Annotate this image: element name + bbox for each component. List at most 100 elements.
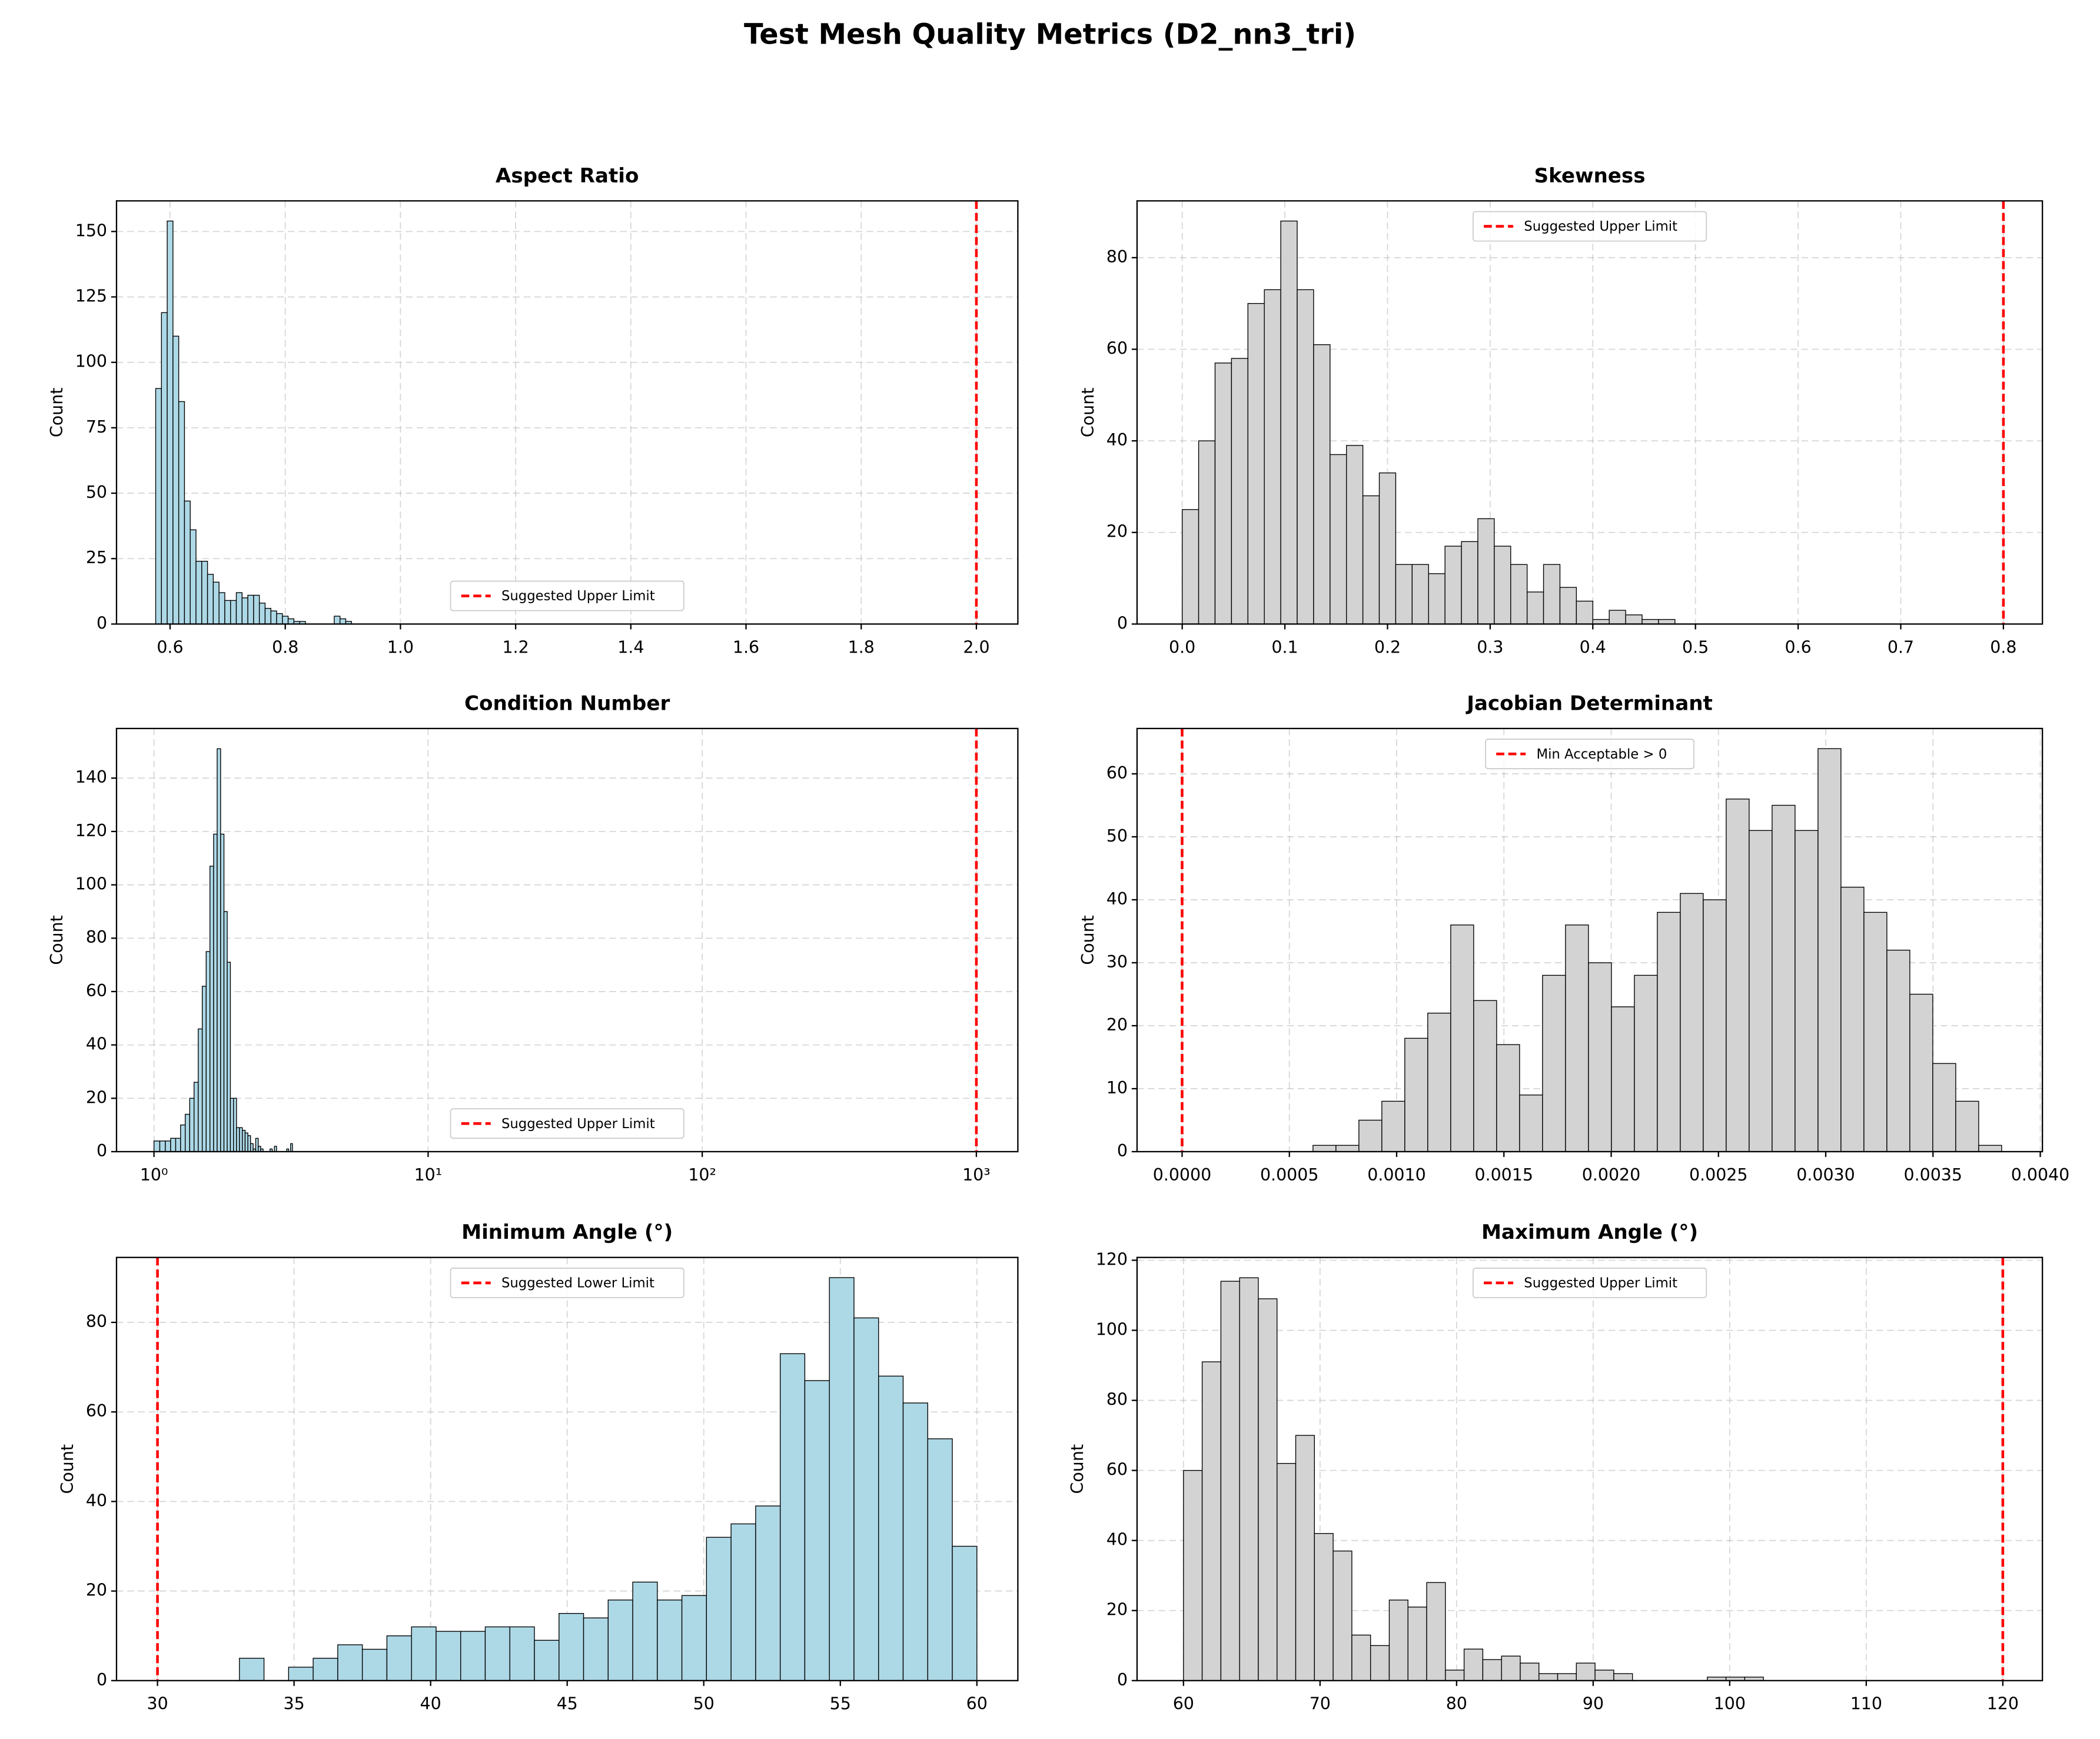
y-tick-label: 80 [1107,1390,1128,1409]
bar [155,388,162,625]
bar [1333,1550,1353,1681]
x-tick-label: 60 [966,1694,988,1714]
y-tick-label: 10 [1107,1078,1128,1098]
bar [1494,546,1511,625]
x-tick-label: 1.2 [502,637,529,657]
y-axis-label: Count [1078,388,1098,437]
bar [509,1626,535,1681]
bar [706,1537,732,1681]
y-tick-label: 50 [86,483,107,502]
bar [1482,1659,1502,1681]
bar [1978,1145,2002,1152]
y-tick-label: 30 [1107,952,1128,972]
y-tick-label: 140 [75,767,107,787]
bar [264,608,271,625]
bar [1312,1145,1337,1152]
bar [224,600,231,625]
x-tick-label: 30 [147,1694,168,1714]
x-tick-label: 10³ [962,1165,991,1185]
bar [1277,1463,1297,1681]
x-tick-label: 0.0015 [1474,1165,1533,1185]
y-tick-label: 100 [75,352,107,371]
bar [386,1635,412,1681]
bar [185,1113,191,1152]
x-tick-label: 0.1 [1271,637,1298,657]
bar [233,1098,237,1152]
x-tick-label: 0.0020 [1582,1165,1641,1185]
bar [180,1124,186,1152]
subplot-title: Skewness [1534,164,1645,188]
bar [288,1667,314,1681]
bar [361,1648,388,1681]
legend-box [450,580,685,611]
bar [1351,1634,1371,1681]
y-tick-label: 40 [86,1035,107,1054]
bar [681,1595,707,1681]
bar [460,1631,486,1681]
bar [205,951,211,1152]
bar [1477,518,1495,625]
bar [218,592,225,625]
x-tick-label: 0.8 [1990,637,2016,657]
bar [195,560,202,625]
x-tick-label: 0.6 [157,637,183,657]
bar [1378,472,1397,625]
bar [952,1545,978,1681]
x-tick-label: 10² [688,1165,716,1185]
bar [1247,302,1265,625]
bar [201,560,208,625]
bar [1703,899,1727,1152]
bar [1427,1012,1451,1152]
x-tick-label: 10¹ [414,1165,443,1185]
axes-frame [1136,200,2043,625]
bar [1519,1094,1543,1152]
y-axis-label: Count [47,388,67,437]
y-tick-label: 20 [1107,1015,1128,1035]
bar [175,1138,181,1152]
bar [313,1658,338,1681]
bar [1461,541,1478,625]
bar [1772,804,1796,1152]
bar [1526,591,1544,625]
bar [804,1380,830,1681]
bar [1932,1063,1956,1152]
legend-label: Suggested Upper Limit [1524,1276,1677,1291]
bar [1657,912,1681,1152]
y-tick-label: 0 [97,1141,107,1161]
bar [1335,1145,1360,1152]
bar [210,866,214,1152]
x-tick-label: 2.0 [963,637,989,657]
y-tick-label: 50 [1107,826,1128,846]
bar [339,618,347,625]
bar [484,1626,510,1681]
x-tick-label: 1.8 [848,637,875,657]
bar [1395,564,1413,625]
x-tick-label: 70 [1310,1694,1331,1714]
bar [236,1127,240,1152]
bar [170,1138,177,1152]
y-tick-label: 25 [86,548,107,567]
bar [1680,893,1704,1152]
bar [1726,799,1750,1152]
bar [276,613,283,625]
x-tick-label: 0.2 [1374,637,1401,657]
legend-label: Suggested Upper Limit [1524,219,1677,234]
bar [270,610,277,625]
y-tick-label: 40 [1107,889,1128,909]
bar [1658,619,1676,625]
bar [1183,1469,1203,1681]
x-tick-label: 40 [420,1694,441,1714]
bar [1592,619,1610,625]
y-tick-label: 40 [1107,430,1128,450]
y-tick-label: 120 [75,821,107,840]
bar [1407,1607,1427,1681]
bar [194,1082,199,1152]
bar [534,1640,560,1681]
bar [290,1143,293,1152]
bar [220,833,225,1152]
bar [1231,358,1248,625]
bar [201,986,207,1152]
y-tick-label: 80 [86,1312,107,1331]
bar [247,594,254,625]
y-tick-label: 60 [1107,1460,1128,1479]
